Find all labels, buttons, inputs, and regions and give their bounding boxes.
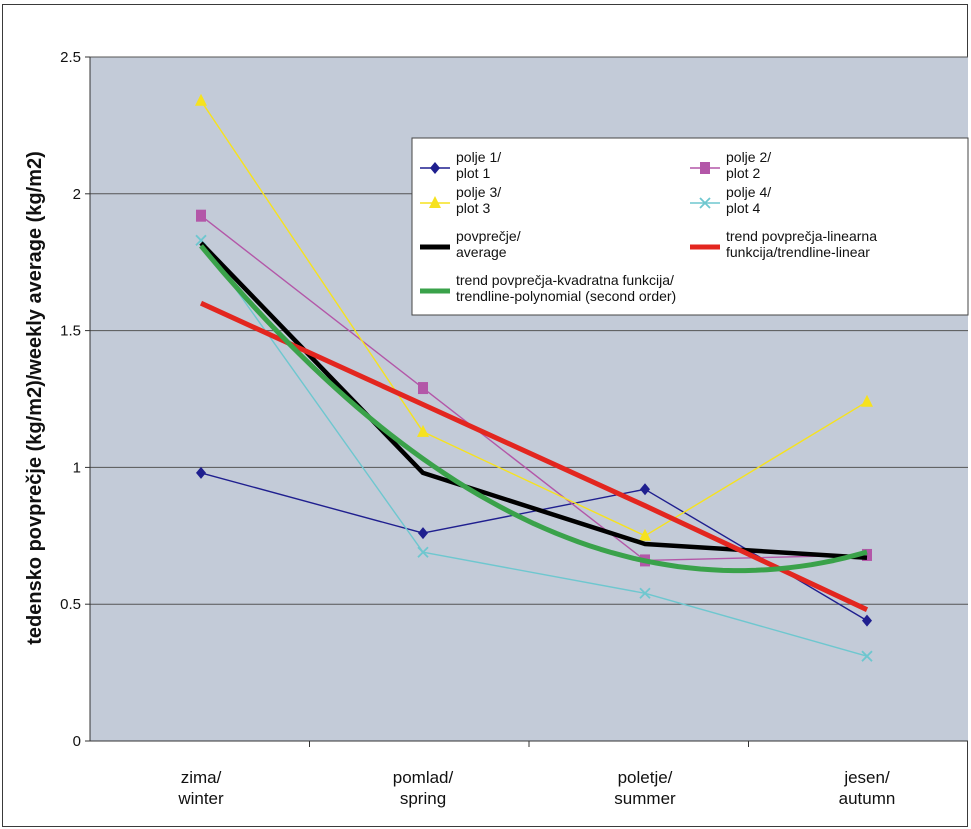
legend-swatch-marker <box>429 196 441 208</box>
y-tick-label: 1 <box>73 459 81 476</box>
legend-entry-4: polje 4/plot 4 <box>690 184 771 216</box>
legend: polje 1/plot 1 polje 2/plot 2 polje 3/plot… <box>411 137 969 316</box>
legend-label: trend povprečja-kvadratna funkcija/trend… <box>456 272 676 304</box>
data-point <box>196 466 206 479</box>
data-point <box>196 209 206 222</box>
data-point <box>417 546 429 558</box>
legend-label: povprečje/average <box>456 228 521 260</box>
legend-swatch-marker <box>700 162 710 174</box>
legend-entry-6: trend povprečja-linearna funkcija/trendli… <box>690 228 877 260</box>
x-category-label: zima/winter <box>177 768 224 808</box>
series-line <box>199 244 868 574</box>
grid-lines <box>90 56 968 605</box>
data-point <box>639 587 651 599</box>
data-point <box>861 650 873 662</box>
series-3 <box>195 93 873 541</box>
data-point <box>862 548 872 561</box>
series-line <box>199 241 868 560</box>
y-tick-label: 0 <box>73 733 81 750</box>
y-tick-label: 0.5 <box>60 596 81 613</box>
legend-entry-5: povprečje/average <box>420 228 521 260</box>
legend-swatch-marker <box>699 197 711 209</box>
data-point <box>195 93 207 106</box>
y-axis-title: tedensko povprečje (kg/m2)/weekly averag… <box>24 151 46 645</box>
x-category-label: pomlad/spring <box>393 768 454 808</box>
data-point <box>417 424 429 437</box>
y-tick-label: 2.5 <box>60 49 81 66</box>
legend-swatch-marker <box>430 162 440 174</box>
series-6 <box>199 300 869 612</box>
data-point <box>639 528 651 541</box>
series-line <box>200 100 868 537</box>
series-line <box>199 300 869 612</box>
legend-entry-1: polje 1/plot 1 <box>420 149 501 181</box>
series-4 <box>195 234 873 662</box>
legend-label: polje 4/plot 4 <box>726 184 771 216</box>
series-5 <box>199 241 868 560</box>
series-7 <box>199 244 868 574</box>
legend-label: trend povprečja-linearna funkcija/trendli… <box>726 228 877 260</box>
legend-label: polje 2/plot 2 <box>726 149 771 181</box>
axes: 0 0.5 1 1.5 2 2.5 zima/winter pomlad/spring pole… <box>60 49 968 808</box>
legend-entry-7: trend povprečja-kvadratna funkcija/trend… <box>420 272 676 304</box>
data-point <box>418 382 428 395</box>
data-point <box>861 394 873 407</box>
x-category-label: jesen/autumn <box>839 768 896 808</box>
y-tick-label: 1.5 <box>60 323 81 340</box>
x-category-label: poletje/summer <box>614 768 676 808</box>
legend-label: polje 3/plot 3 <box>456 184 501 216</box>
y-tick-label: 2 <box>73 186 81 203</box>
data-point <box>640 483 650 496</box>
data-point <box>418 527 428 540</box>
data-point <box>862 614 872 627</box>
legend-entry-2: polje 2/plot 2 <box>690 149 771 181</box>
legend-label: polje 1/plot 1 <box>456 149 501 181</box>
legend-entry-3: polje 3/plot 3 <box>420 184 501 216</box>
series-line <box>200 239 868 657</box>
series-lines <box>195 93 873 662</box>
